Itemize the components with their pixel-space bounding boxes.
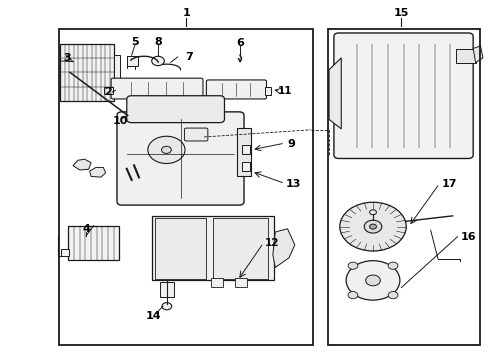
Text: 3: 3	[63, 53, 71, 63]
Text: 15: 15	[393, 8, 409, 18]
Polygon shape	[90, 167, 106, 177]
FancyBboxPatch shape	[111, 78, 203, 99]
Bar	[235, 278, 247, 287]
Circle shape	[348, 292, 358, 299]
Bar	[60, 44, 114, 101]
Text: 12: 12	[265, 238, 279, 248]
FancyBboxPatch shape	[206, 80, 267, 99]
Bar	[61, 249, 69, 256]
Bar	[237, 129, 251, 176]
Bar	[127, 56, 138, 66]
Text: 8: 8	[154, 37, 162, 47]
Bar	[104, 87, 113, 94]
Text: 6: 6	[236, 38, 244, 48]
Bar	[59, 30, 314, 345]
Text: 4: 4	[82, 225, 90, 234]
Circle shape	[388, 262, 398, 269]
Circle shape	[340, 202, 406, 251]
Circle shape	[162, 146, 172, 153]
Text: 1: 1	[182, 8, 190, 18]
Bar	[114, 55, 120, 90]
Text: 16: 16	[461, 232, 477, 242]
Text: 13: 13	[285, 179, 300, 189]
Circle shape	[364, 220, 382, 233]
Polygon shape	[329, 58, 341, 129]
Text: 17: 17	[441, 179, 457, 189]
Text: 9: 9	[288, 139, 295, 149]
Bar	[265, 87, 271, 95]
Circle shape	[369, 210, 376, 215]
Polygon shape	[73, 159, 91, 170]
Bar	[242, 162, 250, 171]
Circle shape	[388, 292, 398, 299]
Text: 2: 2	[104, 87, 112, 97]
Circle shape	[152, 56, 164, 66]
Circle shape	[348, 262, 358, 269]
Bar	[242, 145, 250, 154]
Bar	[213, 218, 268, 279]
Circle shape	[162, 303, 172, 310]
Bar	[152, 216, 274, 280]
Polygon shape	[273, 229, 295, 267]
Text: 5: 5	[131, 37, 139, 46]
FancyBboxPatch shape	[127, 96, 224, 123]
Bar	[68, 226, 120, 260]
Circle shape	[148, 136, 185, 163]
Polygon shape	[473, 46, 483, 63]
Bar	[160, 282, 173, 297]
FancyBboxPatch shape	[117, 112, 244, 205]
Text: 10: 10	[113, 116, 128, 126]
FancyBboxPatch shape	[184, 128, 208, 141]
Bar	[328, 30, 480, 345]
FancyBboxPatch shape	[334, 33, 473, 158]
Text: 11: 11	[278, 86, 293, 96]
Bar	[211, 278, 223, 287]
Text: 14: 14	[146, 311, 161, 321]
Bar	[155, 218, 206, 279]
Text: 7: 7	[185, 52, 193, 62]
Circle shape	[369, 224, 376, 229]
Bar	[456, 49, 476, 63]
Circle shape	[346, 261, 400, 300]
Circle shape	[366, 275, 380, 286]
